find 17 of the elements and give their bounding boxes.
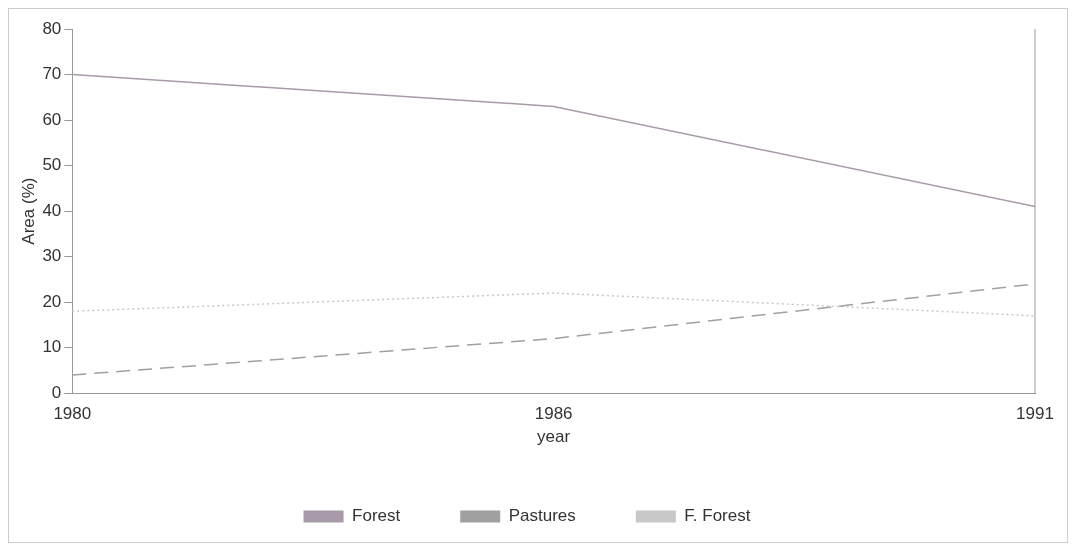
y-tick-label: 70 — [42, 64, 62, 84]
y-tick-label: 60 — [42, 109, 62, 129]
legend-label: F. Forest — [684, 506, 751, 526]
y-tick-label: 40 — [42, 200, 62, 220]
x-tick-label: 1986 — [534, 404, 573, 424]
y-tick-label: 20 — [42, 291, 62, 311]
y-tick-label: 50 — [42, 155, 62, 175]
legend-label: Forest — [352, 506, 401, 526]
x-tick-label: 1991 — [1016, 404, 1054, 424]
x-axis-title: year — [537, 427, 571, 447]
y-tick-label: 10 — [42, 337, 62, 357]
y-tick-label: 30 — [42, 246, 62, 266]
y-tick-label: 80 — [42, 18, 62, 38]
y-tick-label: 0 — [51, 382, 62, 402]
legend-label: Pastures — [508, 506, 576, 526]
y-axis-title: Area (%) — [18, 177, 38, 245]
x-tick-label: 1980 — [53, 404, 92, 424]
